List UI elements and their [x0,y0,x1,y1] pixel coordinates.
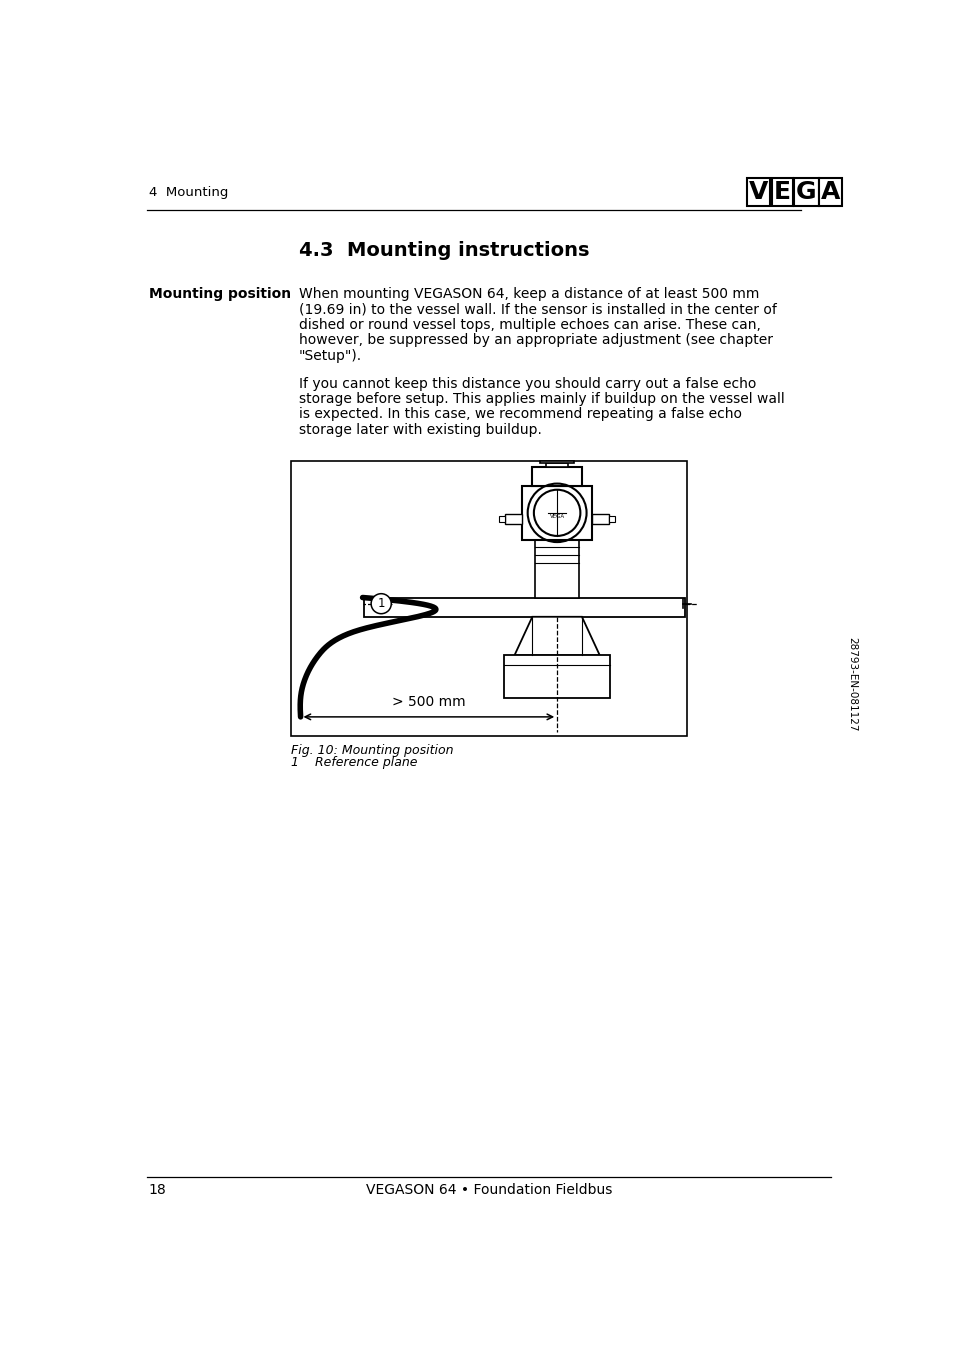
Text: storage before setup. This applies mainly if buildup on the vessel wall: storage before setup. This applies mainl… [298,391,784,406]
Text: storage later with existing buildup.: storage later with existing buildup. [298,422,541,437]
Text: "Setup").: "Setup"). [298,349,362,363]
Text: > 500 mm: > 500 mm [392,695,465,709]
Bar [535,540,578,597]
Bar [364,597,684,617]
Text: 1: 1 [377,597,385,611]
Text: When mounting VEGASON 64, keep a distance of at least 500 mm: When mounting VEGASON 64, keep a distanc… [298,287,759,301]
Bar [498,516,505,523]
Text: 1    Reference plane: 1 Reference plane [291,756,417,769]
Text: Fig. 10: Mounting position: Fig. 10: Mounting position [291,743,454,757]
Text: 4.3  Mounting instructions: 4.3 Mounting instructions [298,241,589,260]
Circle shape [371,593,391,613]
Text: dished or round vessel tops, multiple echoes can arise. These can,: dished or round vessel tops, multiple ec… [298,318,760,332]
Bar [592,513,608,524]
Bar [504,655,609,697]
Bar [291,462,686,737]
Bar [608,516,615,523]
Bar [521,486,592,540]
Text: Mounting position: Mounting position [149,287,291,301]
Text: however, be suppressed by an appropriate adjustment (see chapter: however, be suppressed by an appropriate… [298,333,772,348]
Text: is expected. In this case, we recommend repeating a false echo: is expected. In this case, we recommend … [298,408,741,421]
Polygon shape [514,617,599,655]
Text: 18: 18 [149,1183,166,1197]
Text: 4  Mounting: 4 Mounting [149,187,228,199]
Circle shape [534,490,579,536]
Text: VEGASON 64 • Foundation Fieldbus: VEGASON 64 • Foundation Fieldbus [365,1183,612,1197]
Text: (19.69 in) to the vessel wall. If the sensor is installed in the center of: (19.69 in) to the vessel wall. If the se… [298,303,776,317]
Bar [546,463,567,467]
Text: If you cannot keep this distance you should carry out a false echo: If you cannot keep this distance you sho… [298,376,756,390]
Bar [505,513,521,524]
Text: VEGA: VEGA [549,515,564,519]
Bar [532,467,581,486]
Bar [539,462,574,463]
Text: 28793-EN-081127: 28793-EN-081127 [846,636,857,731]
